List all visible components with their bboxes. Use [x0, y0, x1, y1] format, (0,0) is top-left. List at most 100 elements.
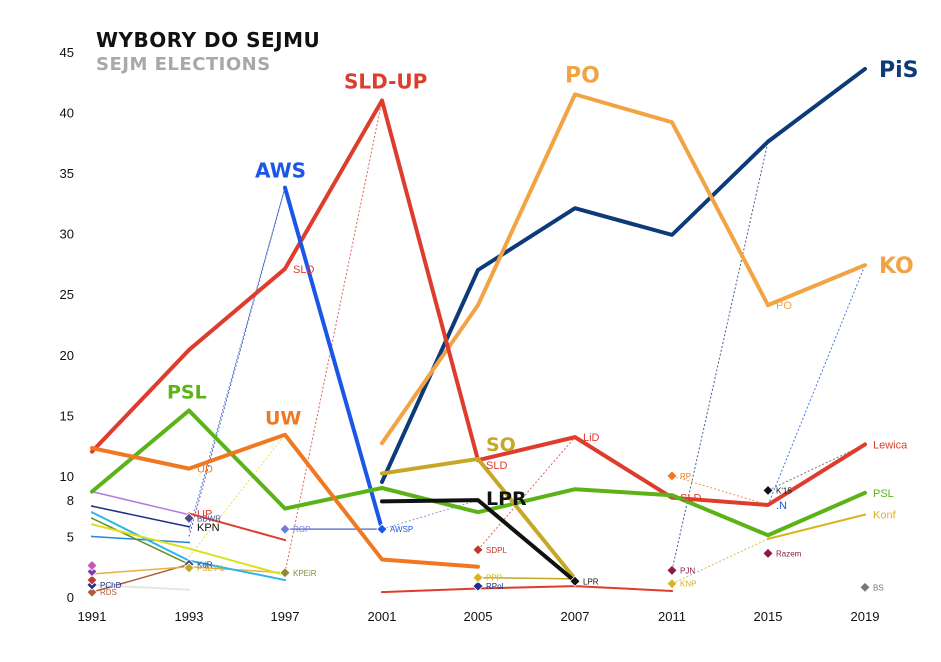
- series-line-minor: [91, 505, 190, 528]
- data-point: [670, 233, 674, 237]
- marker-label: PJN: [680, 566, 695, 575]
- x-tick-label: 2007: [561, 609, 590, 624]
- x-tick-label: 2019: [851, 609, 880, 624]
- party-marker: [666, 578, 678, 590]
- series-line-minor: [477, 576, 576, 580]
- y-tick-label: 30: [60, 227, 74, 242]
- marker-label: RP: [680, 472, 691, 481]
- chart-title: WYBORY DO SEJMU: [96, 28, 321, 52]
- series-labels: Lewica PSL Konf LiD SLD SLD SLD PO UD UP KPN .N PiS P…: [167, 58, 919, 534]
- transfer-line: [767, 264, 866, 506]
- data-point: [91, 517, 93, 520]
- data-point: [380, 557, 384, 562]
- data-point: [381, 591, 383, 594]
- data-point: [90, 450, 94, 454]
- data-point: [91, 523, 93, 526]
- series-side-label: .N: [776, 500, 787, 512]
- series-line-minor: [91, 517, 190, 566]
- marker-label: AWSP: [390, 525, 413, 534]
- series-big-label: LPR: [486, 488, 527, 510]
- x-tick-label: 1991: [78, 609, 107, 624]
- series-line-minor: [91, 583, 190, 591]
- series-side-label: LiD: [583, 432, 600, 444]
- data-point: [283, 267, 287, 271]
- data-point: [863, 263, 867, 267]
- data-point: [573, 435, 577, 439]
- series-line-minor: [91, 563, 190, 593]
- marker-label: KdR: [197, 560, 213, 569]
- transfer-line: [381, 499, 479, 530]
- data-point: [670, 493, 674, 497]
- x-tick-label: 1993: [175, 609, 204, 624]
- series-line-po: [380, 92, 770, 446]
- marker-label: PPP: [486, 574, 502, 583]
- data-point: [90, 490, 94, 494]
- data-point: [573, 206, 577, 210]
- series-line-pis: [380, 66, 867, 484]
- party-marker: [376, 523, 388, 535]
- data-point: [187, 408, 191, 413]
- marker-label: KNP: [680, 580, 696, 589]
- transfer-line: [671, 538, 769, 585]
- data-point: [188, 525, 190, 528]
- data-point: [380, 486, 384, 490]
- party-marker: [472, 580, 484, 592]
- series-side-label: SLD: [486, 460, 507, 472]
- x-tick-label: 2015: [754, 609, 783, 624]
- data-point: [671, 589, 673, 592]
- series-side-label: Konf: [873, 510, 897, 522]
- party-marker: [666, 470, 678, 482]
- y-axis: 0 5 8 10 15 20 25 30 35 40 45: [60, 45, 74, 605]
- marker-label: K'15: [776, 486, 792, 495]
- data-point: [380, 499, 384, 503]
- marker-label: BBWR: [197, 514, 221, 523]
- marker-label: LPR: [583, 577, 599, 586]
- party-marker: [86, 566, 98, 578]
- series-side-label: SLD: [680, 493, 701, 505]
- y-tick-label: 10: [60, 469, 74, 484]
- data-point: [863, 442, 867, 446]
- party-marker: [762, 547, 774, 559]
- series-side-label: UD: [197, 464, 213, 476]
- transfer-line: [188, 187, 286, 537]
- transfer-line: [671, 141, 769, 571]
- transfer-line: [671, 475, 769, 506]
- data-point: [91, 535, 93, 538]
- data-point: [766, 140, 770, 144]
- series-big-label: AWS: [255, 159, 306, 183]
- transfer-line: [188, 434, 286, 558]
- series-line-sld-up: [90, 98, 480, 463]
- series-big-label: KO: [879, 254, 914, 279]
- data-point: [283, 186, 287, 190]
- data-point: [766, 503, 770, 507]
- data-point: [573, 92, 577, 96]
- party-marker: [859, 581, 871, 593]
- data-point: [380, 480, 384, 484]
- party-marker: [279, 523, 291, 535]
- data-point: [188, 588, 190, 591]
- series-line-minor: [188, 512, 286, 542]
- data-point: [863, 67, 867, 71]
- data-point: [670, 120, 674, 124]
- marker-label: Razem: [776, 549, 802, 558]
- data-point: [766, 303, 770, 307]
- data-point: [187, 348, 191, 352]
- marker-label: KPEiR: [293, 569, 317, 578]
- marker-label: SDPL: [486, 546, 507, 555]
- data-point: [573, 487, 577, 491]
- data-point: [863, 491, 867, 495]
- x-axis: 1991 1993 1997 2001 2005 2007 2011 2015 2019: [78, 609, 880, 624]
- marker-label: BS: [873, 583, 884, 592]
- data-point: [476, 565, 480, 569]
- data-point: [864, 513, 866, 516]
- data-point: [188, 541, 190, 544]
- party-marker: [666, 564, 678, 576]
- party-marker: [472, 544, 484, 556]
- series-side-label: PO: [776, 300, 792, 312]
- party-marker: [762, 484, 774, 496]
- data-point: [284, 539, 286, 542]
- series-big-label: PiS: [879, 58, 919, 83]
- series-line-minor: [381, 585, 673, 594]
- series-line-minor: [91, 535, 190, 544]
